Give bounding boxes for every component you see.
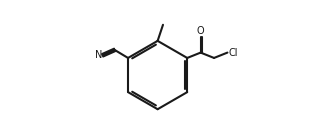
Text: O: O <box>197 26 204 36</box>
Text: Cl: Cl <box>228 48 238 58</box>
Text: N: N <box>94 50 102 60</box>
